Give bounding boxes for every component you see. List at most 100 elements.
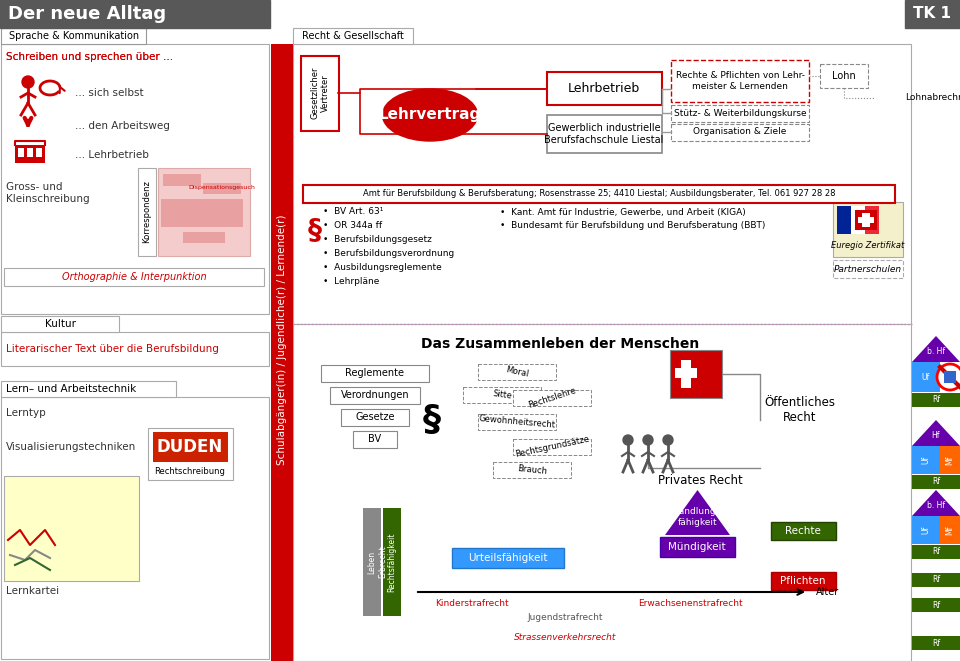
FancyBboxPatch shape [293,44,911,324]
FancyBboxPatch shape [341,409,409,426]
Text: Mf: Mf [946,455,954,465]
FancyBboxPatch shape [675,368,697,378]
FancyBboxPatch shape [671,124,809,141]
Text: Brauch: Brauch [516,464,547,476]
Text: TK 1: TK 1 [913,7,951,22]
FancyBboxPatch shape [293,324,911,661]
FancyBboxPatch shape [493,462,571,478]
FancyBboxPatch shape [303,185,895,203]
FancyBboxPatch shape [353,431,397,448]
FancyBboxPatch shape [478,414,556,430]
Text: Schreiben und sprechen über ...: Schreiben und sprechen über ... [6,52,173,62]
Text: Uf: Uf [922,526,930,534]
Circle shape [643,435,653,445]
Text: Rechtsgrundsätze: Rechtsgrundsätze [514,435,590,459]
FancyBboxPatch shape [670,350,722,398]
FancyBboxPatch shape [271,44,293,661]
Text: •  Bundesamt für Berufsbildung und Berufsberatung (BBT): • Bundesamt für Berufsbildung und Berufs… [500,221,765,231]
FancyBboxPatch shape [1,28,146,44]
Text: Amt für Berufsbildung & Berufsberatung; Rosenstrasse 25; 4410 Liestal; Ausbildun: Amt für Berufsbildung & Berufsberatung; … [363,190,835,198]
Text: Gesetze: Gesetze [355,412,395,422]
Text: Lernkartei: Lernkartei [6,586,60,596]
Text: •  BV Art. 63¹: • BV Art. 63¹ [323,208,383,217]
Text: Das Zusammenleben der Menschen: Das Zusammenleben der Menschen [420,337,699,351]
FancyBboxPatch shape [820,64,868,88]
Text: Gesetzlicher
Vertreter: Gesetzlicher Vertreter [310,67,329,119]
Text: •  OR 344a ff: • OR 344a ff [323,221,382,231]
FancyBboxPatch shape [905,0,960,28]
FancyBboxPatch shape [4,476,139,581]
FancyBboxPatch shape [1,397,269,659]
Text: Jugendstrafrecht: Jugendstrafrecht [527,613,603,623]
Text: Öffentliches
Recht: Öffentliches Recht [764,396,835,424]
FancyBboxPatch shape [912,516,940,544]
Text: Organisation & Ziele: Organisation & Ziele [693,128,786,137]
FancyBboxPatch shape [912,446,940,474]
Text: Lehrvertrag: Lehrvertrag [379,108,481,122]
Text: ... den Arbeitsweg: ... den Arbeitsweg [75,121,170,131]
FancyBboxPatch shape [912,475,960,489]
FancyBboxPatch shape [1,44,269,314]
FancyBboxPatch shape [912,362,940,392]
Text: Kinderstrafrecht: Kinderstrafrecht [435,600,509,609]
FancyBboxPatch shape [855,210,877,230]
Text: •  Ausbildungsreglemente: • Ausbildungsreglemente [323,264,442,272]
Text: Lohn: Lohn [832,71,856,81]
FancyBboxPatch shape [771,522,836,540]
Text: Uf: Uf [922,373,930,381]
FancyBboxPatch shape [912,573,960,587]
FancyBboxPatch shape [940,446,960,474]
FancyBboxPatch shape [851,206,865,234]
Text: Schreiben und sprechen über ...: Schreiben und sprechen über ... [6,52,173,62]
Text: Rechtslehre: Rechtslehre [527,386,577,410]
Text: Erwachsenenstrafrecht: Erwachsenenstrafrecht [637,600,742,609]
Circle shape [22,76,34,88]
Text: Rf: Rf [932,477,940,486]
FancyBboxPatch shape [660,537,735,557]
Text: Rf: Rf [932,600,940,609]
FancyBboxPatch shape [912,393,960,407]
Text: Mf: Mf [946,525,954,535]
Circle shape [937,364,960,390]
FancyBboxPatch shape [862,213,870,227]
Circle shape [663,435,673,445]
Text: Der neue Alltag: Der neue Alltag [8,5,166,23]
Text: Kultur: Kultur [44,319,76,329]
Text: Mündigkeit: Mündigkeit [668,542,726,552]
FancyBboxPatch shape [27,148,33,157]
Text: Lehrbetrieb: Lehrbetrieb [568,83,640,95]
Text: Gewohnheitsrecht: Gewohnheitsrecht [478,414,556,430]
FancyBboxPatch shape [671,60,809,102]
FancyBboxPatch shape [158,168,250,256]
FancyBboxPatch shape [478,364,556,380]
FancyBboxPatch shape [837,206,851,234]
Text: Strassenverkehrsrecht: Strassenverkehrsrecht [514,633,616,642]
Text: Gewerblich industrielle
Berufsfachschule Liestal: Gewerblich industrielle Berufsfachschule… [544,123,663,145]
FancyBboxPatch shape [463,387,541,403]
Text: Rechte: Rechte [785,526,821,536]
Text: Recht auf
Leben
Erbrecht: Recht auf Leben Erbrecht [357,544,387,580]
FancyBboxPatch shape [15,145,45,163]
FancyBboxPatch shape [18,148,24,157]
FancyBboxPatch shape [161,199,243,227]
FancyBboxPatch shape [865,206,879,234]
Text: Literarischer Text über die Berufsbildung: Literarischer Text über die Berufsbildun… [6,344,219,354]
FancyBboxPatch shape [36,148,42,157]
FancyBboxPatch shape [1,316,119,332]
Text: ... sich selbst: ... sich selbst [75,88,144,98]
Text: Rf: Rf [932,639,940,648]
FancyBboxPatch shape [301,56,339,131]
Text: Lohnabrechnung: Lohnabrechnung [905,93,960,102]
Text: Dispensationsgesuch: Dispensationsgesuch [188,186,255,190]
Text: b. Hf: b. Hf [927,348,945,356]
Text: Rechtsfähigkeit: Rechtsfähigkeit [388,532,396,592]
Text: •  Lehrpläne: • Lehrpläne [323,278,379,286]
Text: Sitte: Sitte [492,389,513,401]
Text: Gross- und
Kleinschreibung: Gross- und Kleinschreibung [6,182,89,204]
Circle shape [623,435,633,445]
Text: DUDEN: DUDEN [156,438,223,456]
FancyBboxPatch shape [912,636,960,650]
FancyBboxPatch shape [513,390,591,406]
Text: b. Hf: b. Hf [927,502,945,510]
Text: Rf: Rf [932,576,940,584]
